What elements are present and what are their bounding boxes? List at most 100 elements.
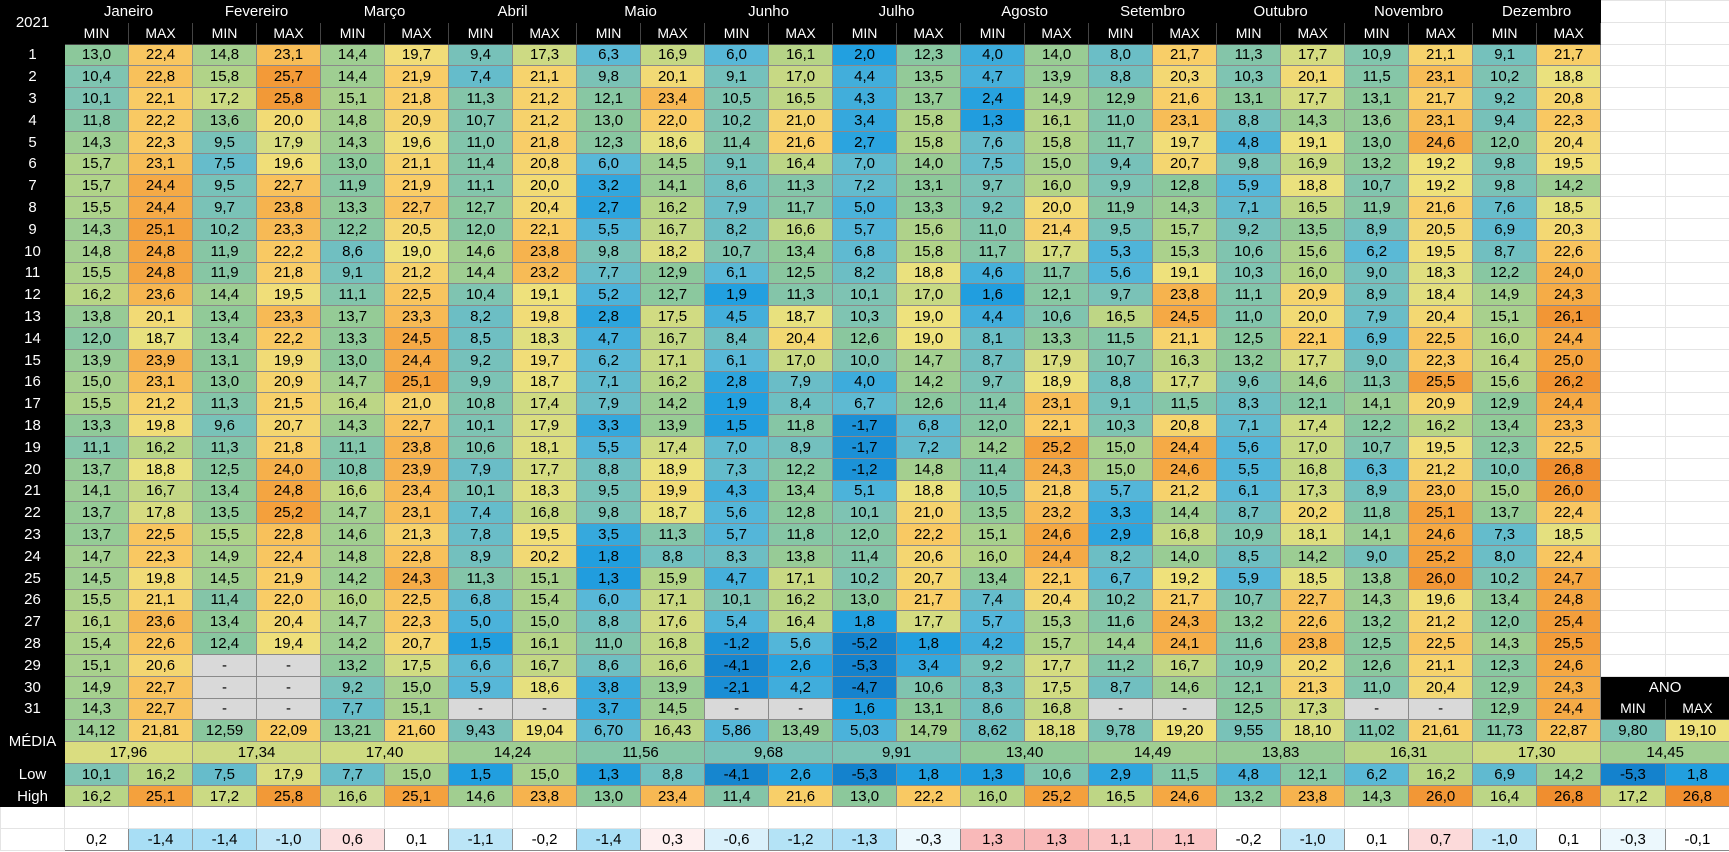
temperature-cell: 17,4: [640, 435, 706, 459]
temperature-cell: 19,5: [1536, 152, 1602, 176]
temperature-cell: 21,7: [1408, 87, 1474, 110]
temperature-cell: 12,8: [1152, 174, 1218, 198]
temperature-cell: 10,1: [832, 283, 898, 307]
temperature-cell: 7,3: [704, 457, 770, 481]
empty-cell: [0, 806, 65, 830]
high-cell: 23,8: [512, 784, 578, 808]
temperature-cell: 11,5: [1088, 326, 1154, 350]
temperature-cell: 14,8: [896, 457, 962, 481]
min-header: MIN: [960, 21, 1026, 45]
month-header: Março: [320, 0, 450, 23]
temperature-cell: 17,1: [768, 566, 834, 590]
temperature-cell: 9,4: [448, 43, 514, 67]
temperature-cell: 10,3: [1216, 261, 1282, 285]
temperature-cell: 14,6: [320, 523, 386, 546]
temperature-cell: 13,5: [960, 501, 1026, 525]
row: 17 15,5 21,2 11,3 21,5 16,4 21,0 10,8 17,4 7,9 14,…: [0, 392, 1729, 416]
diff-cell: -1,3: [832, 828, 898, 852]
temperature-cell: 16,0: [960, 544, 1026, 568]
day-label: 8: [0, 196, 65, 219]
temperature-cell: 17,7: [1152, 370, 1218, 394]
empty-cell: [1664, 65, 1729, 89]
row: 14 12,0 18,7 13,4 22,2 13,3 24,5 8,5 18,3 4,7 16,7…: [0, 326, 1729, 350]
temperature-cell: 9,6: [1216, 370, 1282, 394]
temperature-cell: 24,3: [1536, 675, 1602, 699]
empty-cell: [1664, 501, 1729, 525]
temperature-cell: 10,3: [1088, 414, 1154, 437]
temperature-cell: 20,2: [1280, 501, 1346, 525]
temperature-cell: 5,0: [448, 610, 514, 634]
temperature-cell: 21,7: [1152, 43, 1218, 67]
temperature-cell: 10,1: [704, 588, 770, 612]
temperature-cell: 24,4: [1536, 326, 1602, 350]
temperature-cell: 11,4: [192, 588, 258, 612]
day-label: 15: [0, 348, 65, 372]
media-cell: 13,49: [768, 719, 834, 743]
temperature-cell: 23,1: [1408, 108, 1474, 132]
temperature-cell: 14,3: [1472, 632, 1538, 655]
temperature-cell: 16,5: [768, 87, 834, 110]
temperature-cell: 17,9: [512, 414, 578, 437]
temperature-cell: 20,8: [512, 152, 578, 176]
temperature-cell: 17,0: [896, 283, 962, 307]
temperature-cell: 23,3: [256, 305, 322, 328]
min-header: MIN: [1216, 21, 1282, 45]
temperature-cell: 14,4: [1152, 501, 1218, 525]
temperature-cell: 20,7: [384, 632, 450, 655]
temperature-cell: 10,7: [1344, 174, 1410, 198]
temperature-cell: 23,1: [1024, 392, 1090, 416]
media-avg-cell: 16,31: [1344, 741, 1474, 764]
year: 2021: [0, 0, 65, 45]
temperature-cell: 25,1: [127, 217, 194, 241]
temperature-cell: 4,2: [768, 675, 834, 699]
temperature-cell: 15,5: [64, 588, 129, 612]
temperature-cell: 24,6: [1408, 130, 1474, 154]
temperature-cell: 21,9: [384, 174, 450, 198]
temperature-cell: 4,7: [960, 65, 1026, 89]
temperature-cell: 11,4: [448, 152, 514, 176]
temperature-cell: 11,0: [576, 632, 642, 655]
empty-cell: [1664, 414, 1729, 437]
temperature-cell: 18,7: [768, 305, 834, 328]
temperature-cell: 16,3: [1152, 348, 1218, 372]
low-cell: 11,5: [1152, 762, 1218, 786]
temperature-cell: 10,2: [704, 108, 770, 132]
temperature-cell: 12,6: [832, 326, 898, 350]
temperature-cell: 14,6: [1280, 370, 1346, 394]
empty-cell: [1664, 152, 1729, 176]
temperature-cell: 25,5: [1408, 370, 1474, 394]
temperature-cell: 14,3: [64, 217, 129, 241]
temperature-cell: 20,9: [256, 370, 322, 394]
temperature-cell: 9,2: [1216, 217, 1282, 241]
empty-cell: [1600, 326, 1666, 350]
temperature-cell: 11,9: [1088, 196, 1154, 219]
temperature-cell: 14,2: [1536, 174, 1602, 198]
temperature-cell: 14,3: [64, 697, 129, 721]
temperature-cell: 22,7: [127, 675, 194, 699]
temperature-cell: 6,3: [576, 43, 642, 67]
temperature-cell: 14,9: [1024, 87, 1090, 110]
temperature-cell: 16,7: [640, 326, 706, 350]
temperature-cell: 17,7: [1024, 653, 1090, 677]
temperature-cell: 21,1: [1408, 653, 1474, 677]
temperature-cell: 9,1: [1472, 43, 1538, 67]
media-label: MÉDIA: [0, 719, 65, 764]
temperature-cell: 20,2: [512, 544, 578, 568]
temperature-cell: 22,5: [127, 523, 194, 546]
temperature-cell: 17,9: [256, 130, 322, 154]
temperature-cell: 6,1: [704, 348, 770, 372]
temperature-cell: 26,0: [1536, 479, 1602, 503]
temperature-cell: 22,1: [512, 217, 578, 241]
low-cell: 1,5: [448, 762, 514, 786]
temperature-cell: 21,7: [896, 588, 962, 612]
temperature-cell: 1,5: [704, 414, 770, 437]
temperature-cell: 22,1: [1024, 414, 1090, 437]
empty-cell: [1664, 43, 1729, 67]
temperature-cell: 14,2: [1280, 544, 1346, 568]
diff-cell: -1,4: [192, 828, 258, 852]
temperature-cell: 11,0: [1088, 108, 1154, 132]
temperature-cell: 13,7: [320, 305, 386, 328]
low-cell: 4,8: [1216, 762, 1282, 786]
empty-cell: [1600, 239, 1666, 263]
